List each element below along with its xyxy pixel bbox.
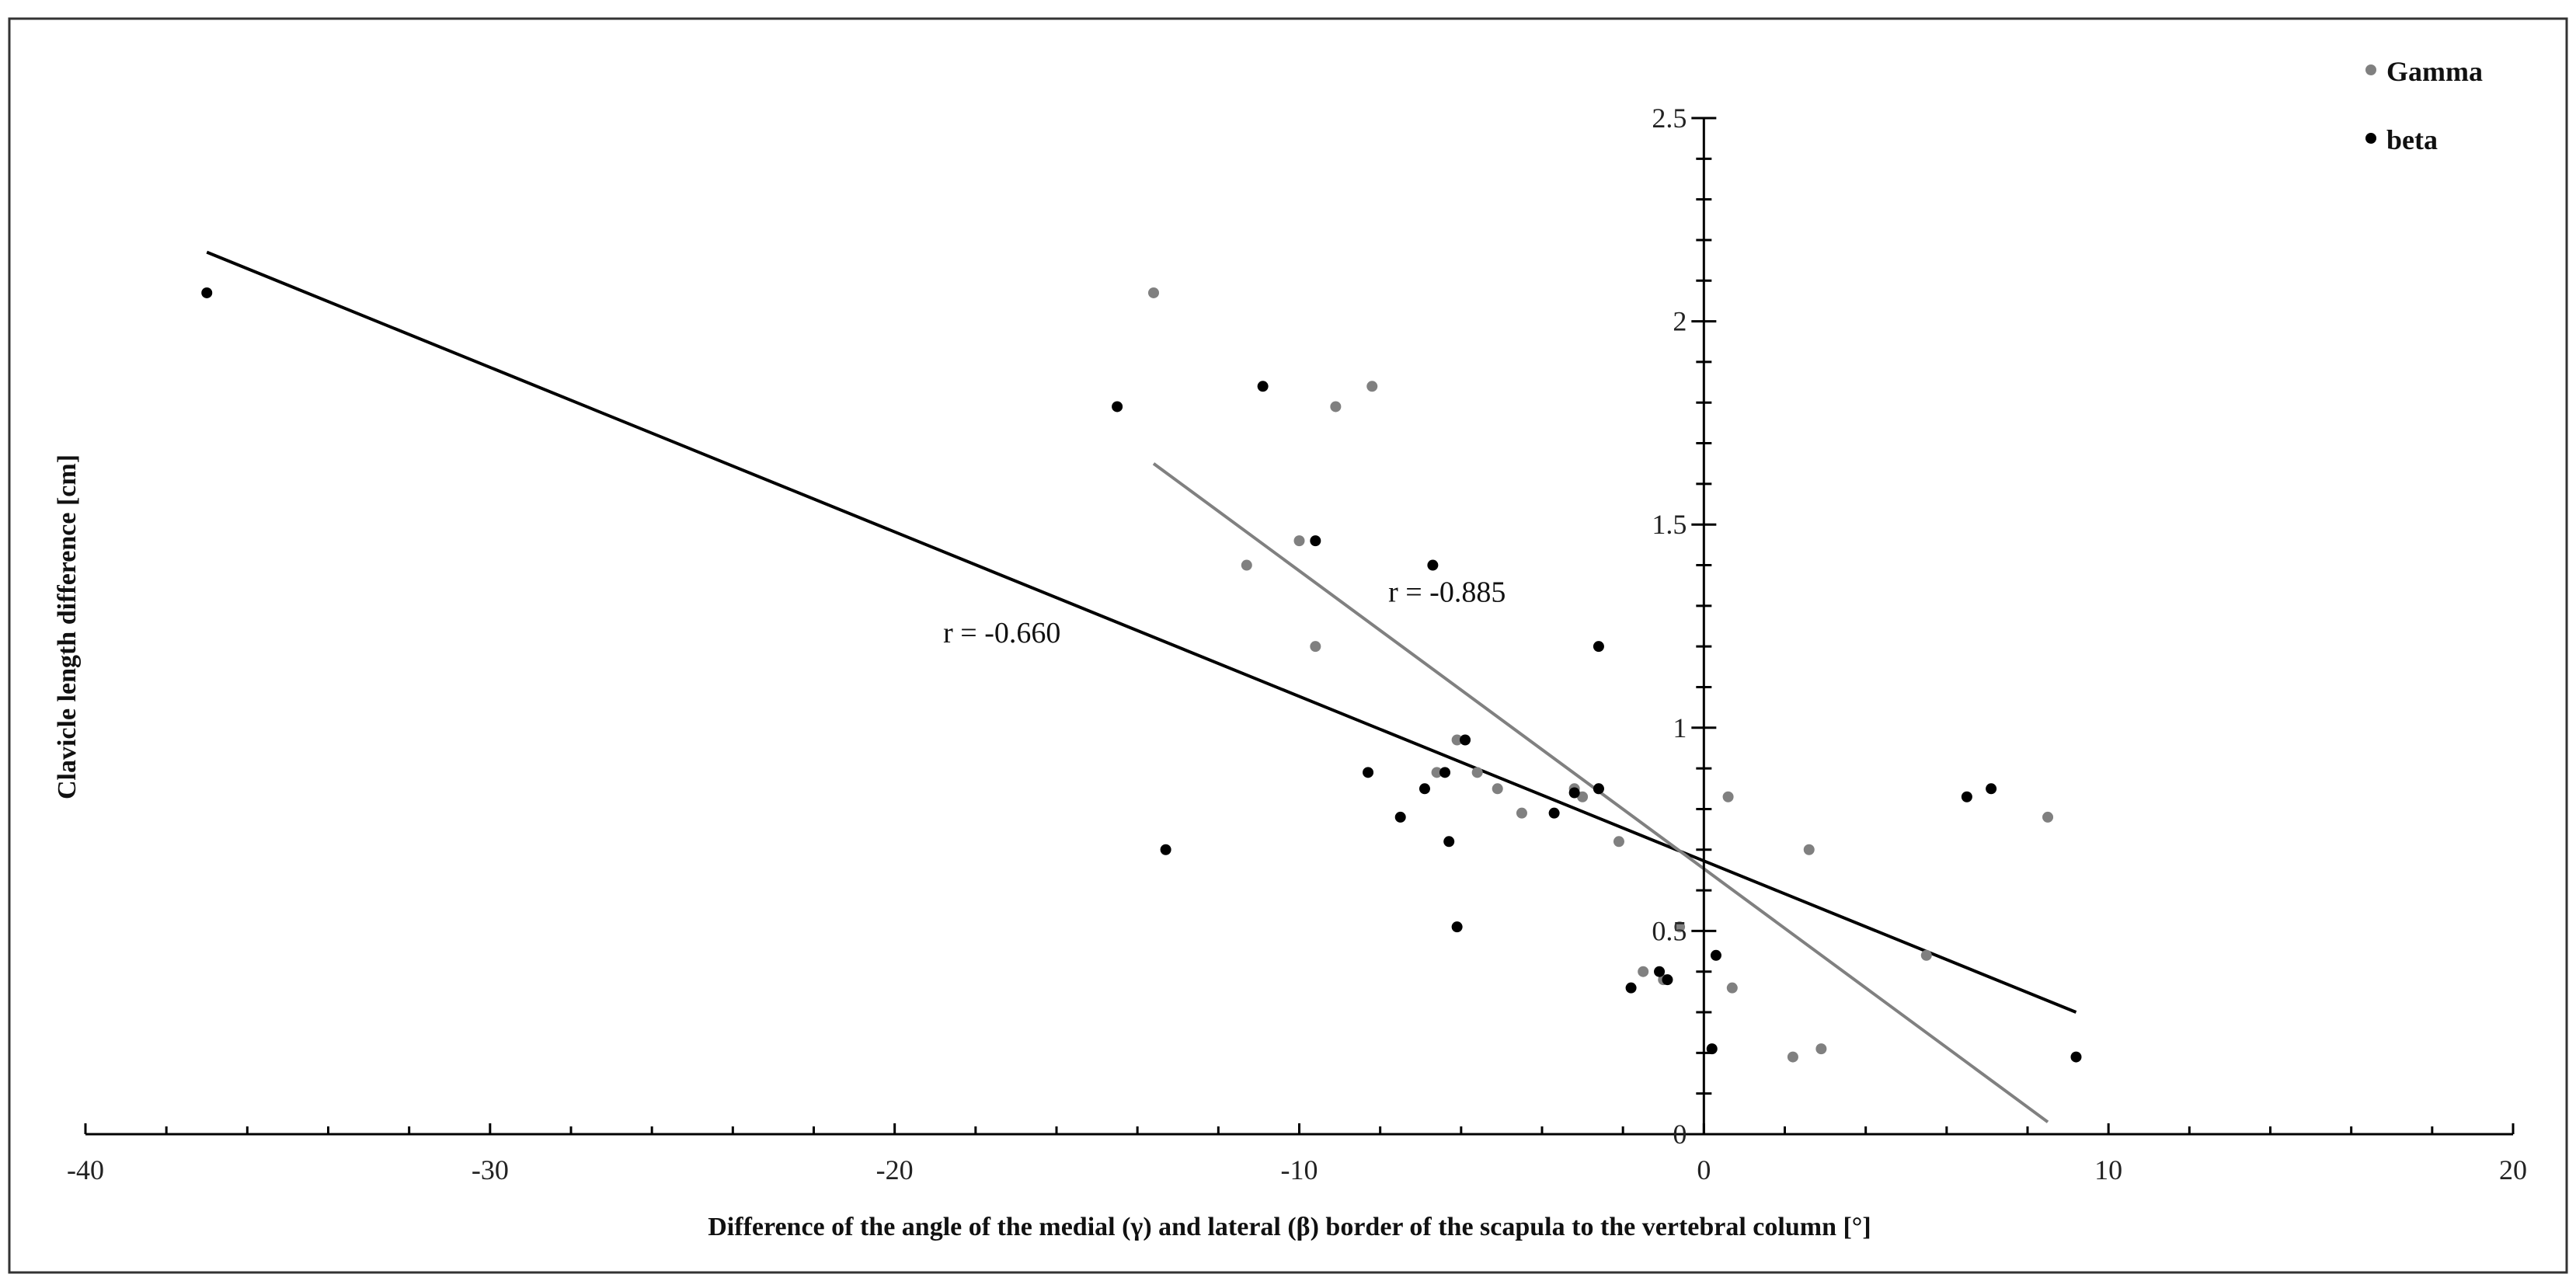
x-tick-label: -30 xyxy=(472,1154,509,1185)
y-tick-label: 1.5 xyxy=(1652,509,1687,540)
correlation-annotations: r = -0.660 r = -0.885 xyxy=(943,576,1506,649)
y-tick-label: 0.5 xyxy=(1652,915,1687,946)
point-beta xyxy=(1625,982,1637,994)
point-gamma xyxy=(1815,1043,1827,1055)
data-points xyxy=(201,287,2082,1063)
point-beta xyxy=(1451,921,1463,933)
point-gamma xyxy=(1787,1051,1798,1063)
x-axis-ticks: -40 -30 -20 -10 0 10 20 xyxy=(67,1123,2527,1185)
x-tick-label: 20 xyxy=(2499,1154,2527,1185)
y-tick-label: 2 xyxy=(1673,306,1687,337)
point-gamma xyxy=(1241,559,1252,571)
point-gamma xyxy=(1431,767,1443,778)
x-tick-label: -20 xyxy=(876,1154,914,1185)
point-gamma xyxy=(1803,844,1815,855)
point-beta xyxy=(1654,966,1666,977)
legend-label-beta: beta xyxy=(2386,124,2438,155)
x-tick-label: -10 xyxy=(1281,1154,1318,1185)
point-gamma xyxy=(1920,949,1932,961)
point-beta xyxy=(1394,811,1406,823)
point-gamma xyxy=(1471,767,1483,778)
trendline-beta xyxy=(206,250,2077,1014)
point-gamma xyxy=(1638,966,1649,977)
y-tick-label: 0 xyxy=(1673,1119,1687,1150)
point-beta xyxy=(201,287,213,298)
legend-label-gamma: Gamma xyxy=(2386,56,2483,87)
point-gamma xyxy=(1726,982,1738,994)
point-beta xyxy=(1593,783,1604,795)
point-beta xyxy=(1662,974,1673,986)
point-gamma xyxy=(1516,807,1527,819)
point-beta xyxy=(1460,734,1471,746)
point-beta xyxy=(1257,381,1269,392)
point-beta xyxy=(1419,783,1430,795)
y-tick-label: 2.5 xyxy=(1652,103,1687,134)
point-gamma xyxy=(1722,791,1734,802)
correlation-label-gamma: r = -0.885 xyxy=(1388,576,1506,609)
correlation-label-beta: r = -0.660 xyxy=(943,617,1060,649)
x-tick-label: -40 xyxy=(67,1154,104,1185)
legend-marker-beta xyxy=(2365,133,2376,144)
point-beta xyxy=(1310,535,1321,547)
point-beta xyxy=(1548,807,1560,819)
point-gamma xyxy=(1492,783,1503,795)
point-gamma xyxy=(1366,381,1378,392)
point-beta xyxy=(2070,1051,2082,1063)
y-axis-ticks: 0 0.5 1 1.5 2 2.5 xyxy=(1652,103,1717,1150)
x-tick-label: 0 xyxy=(1697,1154,1711,1185)
point-gamma xyxy=(1613,836,1624,848)
legend: Gamma beta xyxy=(2365,56,2483,155)
point-beta xyxy=(1363,767,1374,778)
point-beta xyxy=(1160,844,1171,855)
point-gamma xyxy=(1310,641,1321,653)
point-beta xyxy=(1568,787,1580,799)
point-gamma xyxy=(1577,791,1589,802)
point-gamma xyxy=(2042,811,2054,823)
point-beta xyxy=(1593,641,1604,653)
point-gamma xyxy=(1451,734,1463,746)
y-tick-label: 1 xyxy=(1673,712,1687,743)
point-beta xyxy=(1427,559,1439,571)
point-gamma xyxy=(1293,535,1305,547)
point-beta xyxy=(1986,783,1997,795)
legend-marker-gamma xyxy=(2365,64,2376,75)
point-beta xyxy=(1439,767,1450,778)
x-axis-title: Difference of the angle of the medial (γ… xyxy=(708,1213,1871,1241)
point-beta xyxy=(1710,949,1721,961)
point-gamma xyxy=(1148,287,1159,298)
x-tick-label: 10 xyxy=(2094,1154,2122,1185)
point-beta xyxy=(1706,1043,1718,1055)
point-beta xyxy=(1961,791,1972,802)
point-gamma xyxy=(1674,921,1686,933)
point-gamma xyxy=(1330,401,1342,413)
y-axis-title: Clavicle length difference [cm] xyxy=(53,454,82,799)
chart-frame xyxy=(8,17,2568,1274)
point-beta xyxy=(1443,836,1455,848)
point-beta xyxy=(1112,401,1123,413)
